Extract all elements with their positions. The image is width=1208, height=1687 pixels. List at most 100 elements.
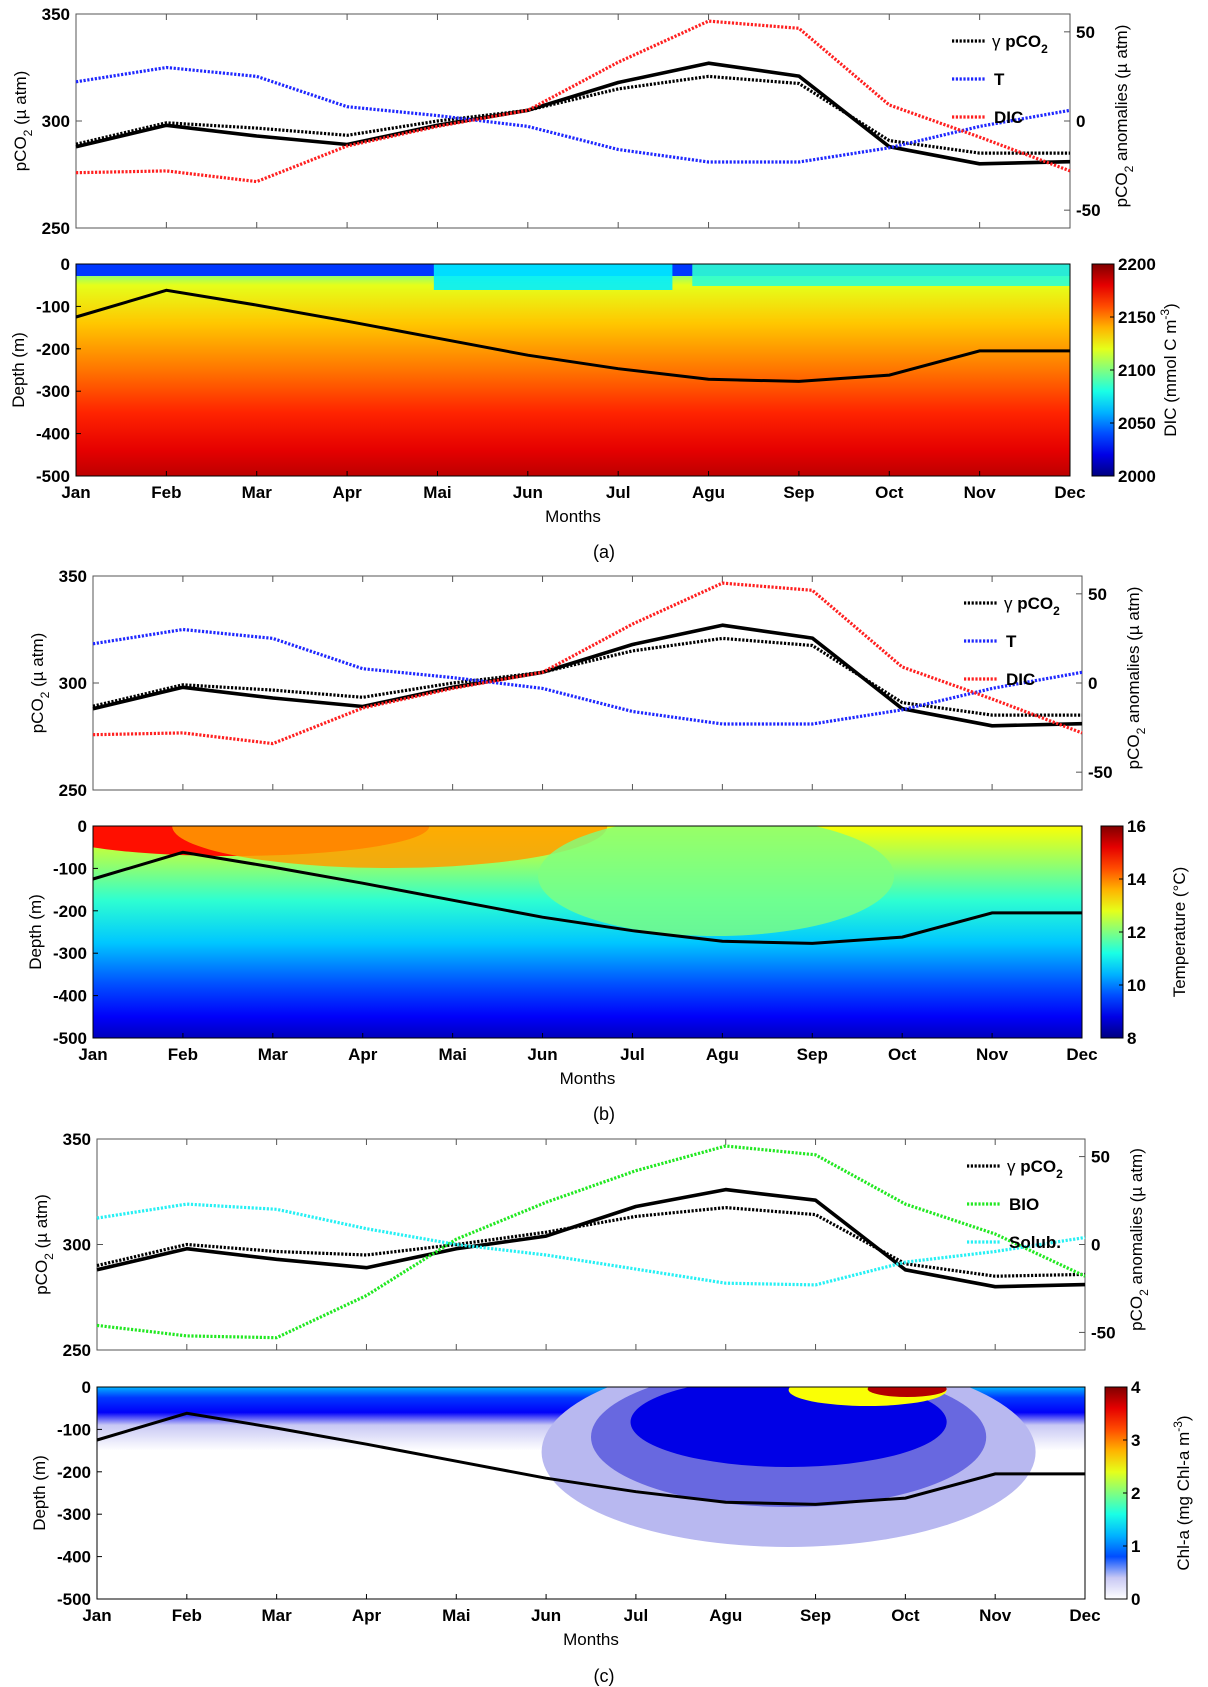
depth-tick-label: -500 — [36, 467, 70, 486]
y-axis-label-left: pCO2 (µ atm) — [32, 1194, 56, 1295]
surface-patch — [692, 264, 1070, 286]
y-tick-label-right: -50 — [1091, 1323, 1116, 1342]
y-tick-label-left: 300 — [59, 674, 87, 693]
series-T — [75, 65, 1071, 164]
depth-tick-label: -100 — [53, 859, 87, 878]
y-tick-label-right: 0 — [1088, 674, 1097, 693]
legend-label-gamma: γ pCO2 — [1007, 1157, 1063, 1181]
depth-tick-label: -400 — [53, 987, 87, 1006]
colorbar-tick-label: 12 — [1127, 923, 1146, 942]
colorbar-tick-label: 3 — [1131, 1431, 1140, 1450]
legend-label-BIO: BIO — [1009, 1195, 1039, 1214]
panel-b-timeseries: 250 300 350 -50 0 50 pCO2 (µ atm) pCO2 anomalie… — [28, 567, 1148, 800]
month-label: Dec — [1054, 483, 1085, 502]
panel-a-timeseries: 250 300 350 -50 0 50 pCO2 (µ atm) pCO2 anomalie… — [11, 5, 1136, 238]
heatmap-field — [93, 826, 1082, 1038]
legend-label-gamma: γ pCO2 — [992, 32, 1048, 56]
month-label: Nov — [964, 483, 997, 502]
month-label: Jan — [61, 483, 90, 502]
month-label: Feb — [168, 1045, 198, 1064]
month-label: Dec — [1066, 1045, 1097, 1064]
series-T — [92, 627, 1083, 726]
month-label: Sep — [800, 1606, 831, 1625]
month-label: Agu — [692, 483, 725, 502]
y-tick-label-left: 350 — [59, 567, 87, 586]
depth-tick-label: -400 — [57, 1548, 91, 1567]
y-tick-label-left: 350 — [42, 5, 70, 24]
month-label: Sep — [783, 483, 814, 502]
y-tick-label-right: 50 — [1088, 585, 1107, 604]
y-tick-label-left: 250 — [59, 781, 87, 800]
plot-frame — [92, 575, 1083, 791]
y-axis-label-right: pCO2 anomalies (µ atm) — [1124, 587, 1148, 770]
month-label: Jun — [527, 1045, 557, 1064]
y-axis-label: Depth (m) — [9, 332, 28, 408]
month-label: Jul — [624, 1606, 649, 1625]
colorbar-tick-label: 2200 — [1118, 255, 1156, 274]
month-label: Jul — [606, 483, 631, 502]
y-tick-label-right: -50 — [1076, 201, 1101, 220]
chl-plume — [630, 1387, 947, 1467]
month-label: Sep — [797, 1045, 828, 1064]
month-label: Oct — [891, 1606, 920, 1625]
colorbar-label: Temperature (°C) — [1170, 867, 1189, 998]
month-label: Agu — [709, 1606, 742, 1625]
colorbar-tick-label: 2 — [1131, 1484, 1140, 1503]
colorbar-label: Chl-a (mg Chl-a m-3) — [1171, 1415, 1193, 1570]
legend-label-gamma: γ pCO2 — [1004, 594, 1060, 618]
surface-patch — [433, 264, 673, 290]
month-label: Jun — [513, 483, 543, 502]
colorbar-tick-label: 16 — [1127, 817, 1146, 836]
legend-label-Solub: Solub. — [1009, 1233, 1061, 1252]
month-label: Jun — [531, 1606, 561, 1625]
heatmap-field — [76, 264, 1070, 476]
y-tick-label-left: 350 — [63, 1130, 91, 1149]
series-observed — [75, 61, 1071, 166]
month-label: Mai — [442, 1606, 470, 1625]
month-label: Nov — [979, 1606, 1012, 1625]
series-Solub — [96, 1202, 1086, 1287]
caption-b: (b) — [593, 1104, 615, 1124]
y-axis-label-right: pCO2 anomalies (µ atm) — [1112, 25, 1136, 208]
month-label: Mar — [242, 483, 273, 502]
colorbar-tick-label: 2150 — [1118, 308, 1156, 327]
depth-tick-label: 0 — [78, 817, 87, 836]
colorbar-tick-label: 14 — [1127, 870, 1146, 889]
month-label: Nov — [976, 1045, 1009, 1064]
colorbar-tick-label: 1 — [1131, 1537, 1140, 1556]
depth-tick-label: -100 — [36, 297, 70, 316]
depth-tick-label: -100 — [57, 1420, 91, 1439]
y-tick-label-right: 0 — [1076, 112, 1085, 131]
depth-tick-label: -300 — [53, 944, 87, 963]
warm-surface — [172, 826, 608, 868]
panel-c-timeseries: 250 300 350 -50 0 50 pCO2 (µ atm) pCO2 anomalie… — [32, 1130, 1151, 1360]
depth-tick-label: 0 — [61, 255, 70, 274]
legend-label-T: T — [1006, 632, 1017, 651]
y-tick-label-left: 300 — [63, 1236, 91, 1255]
depth-tick-label: -200 — [57, 1463, 91, 1482]
caption-a: (a) — [593, 542, 615, 562]
depth-tick-label: -500 — [53, 1029, 87, 1048]
month-label: Apr — [352, 1606, 382, 1625]
series-observed — [96, 1187, 1086, 1289]
depth-tick-label: -200 — [53, 902, 87, 921]
heatmap-frame — [75, 263, 1071, 477]
plot-frame — [96, 1138, 1086, 1351]
colorbar-tick-label: 10 — [1127, 976, 1146, 995]
y-tick-label-right: 0 — [1091, 1236, 1100, 1255]
mixed-layer-depth-line — [75, 288, 1070, 383]
series-gamma — [96, 1205, 1086, 1278]
y-tick-label-left: 250 — [42, 219, 70, 238]
series-DIC — [75, 19, 1071, 184]
y-tick-label-left: 250 — [63, 1341, 91, 1360]
colorbar-label: DIC (mmol C m-3) — [1158, 303, 1180, 436]
series-BIO — [96, 1144, 1086, 1340]
colorbar-tick-label: 0 — [1131, 1590, 1140, 1609]
depth-tick-label: 0 — [82, 1378, 91, 1397]
month-label: Mai — [438, 1045, 466, 1064]
y-tick-label-right: -50 — [1088, 763, 1113, 782]
mixed-layer-depth-line — [92, 850, 1082, 945]
